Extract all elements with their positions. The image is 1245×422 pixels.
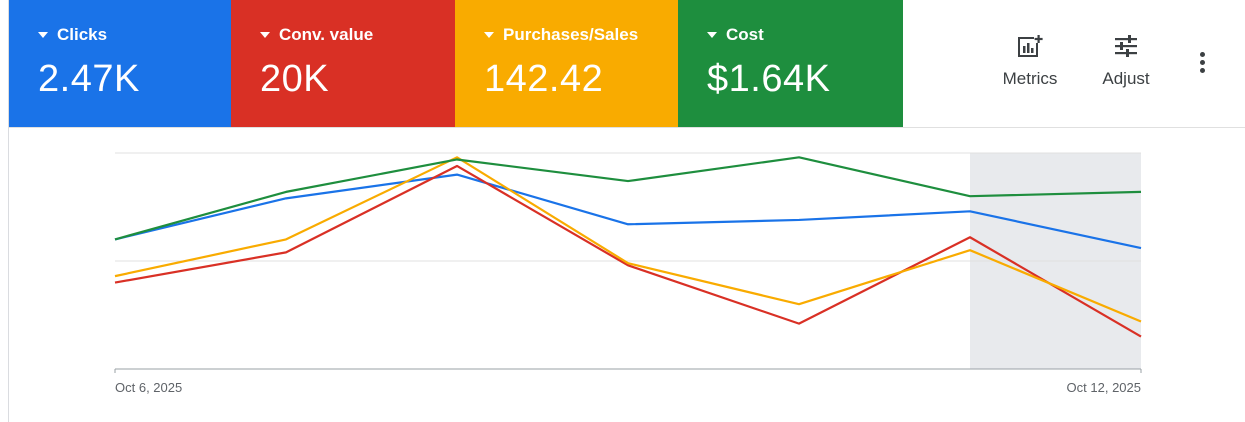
more-vert-dot xyxy=(1199,60,1205,65)
chart-toolbar: Metrics Adjust xyxy=(903,0,1245,127)
adjust-label: Adjust xyxy=(1102,69,1150,88)
x-tick-label: Oct 6, 2025 xyxy=(115,380,182,395)
scorecard-label: Conv. value xyxy=(260,25,373,45)
metrics-button[interactable]: Metrics xyxy=(990,34,1070,89)
more-vert-dot xyxy=(1199,68,1205,73)
scorecard-label-text: Clicks xyxy=(57,25,108,44)
scorecard-purchases[interactable]: Purchases/Sales 142.42 xyxy=(455,0,678,127)
scorecard-clicks[interactable]: Clicks 2.47K xyxy=(9,0,231,127)
metrics-label: Metrics xyxy=(1002,69,1058,88)
scorecard-conv-value[interactable]: Conv. value 20K xyxy=(231,0,455,127)
caret-down-icon xyxy=(260,32,270,38)
x-tick-label: Oct 12, 2025 xyxy=(1067,380,1141,395)
caret-down-icon xyxy=(38,32,48,38)
scorecard-label: Cost xyxy=(707,25,764,45)
series-line-conv-value xyxy=(114,164,1142,338)
tune-icon xyxy=(1115,35,1137,57)
series-line-cost xyxy=(114,156,1142,241)
scorecard-label: Purchases/Sales xyxy=(484,25,638,45)
scorecard-label-text: Conv. value xyxy=(279,25,374,44)
series-line-purchases-sales xyxy=(114,156,1142,323)
scorecard-value: 2.47K xyxy=(38,58,140,100)
scorecard-value: $1.64K xyxy=(707,58,831,100)
caret-down-icon xyxy=(484,32,494,38)
scorecard-label: Clicks xyxy=(38,25,107,45)
scorecard-value: 142.42 xyxy=(484,58,604,100)
scorecard-value: 20K xyxy=(260,58,330,100)
caret-down-icon xyxy=(707,32,717,38)
scorecard-label-text: Purchases/Sales xyxy=(503,25,639,44)
add-chart-icon xyxy=(1018,34,1043,57)
scorecard-label-text: Cost xyxy=(726,25,764,44)
more-options-button[interactable] xyxy=(1197,52,1207,76)
more-vert-icon xyxy=(1199,52,1205,57)
scorecard-row: Clicks 2.47K Conv. value 20K Purchases/S… xyxy=(9,0,1245,128)
adjust-button[interactable]: Adjust xyxy=(1086,34,1166,89)
series-line-clicks xyxy=(114,173,1142,250)
scorecard-cost[interactable]: Cost $1.64K xyxy=(678,0,903,127)
